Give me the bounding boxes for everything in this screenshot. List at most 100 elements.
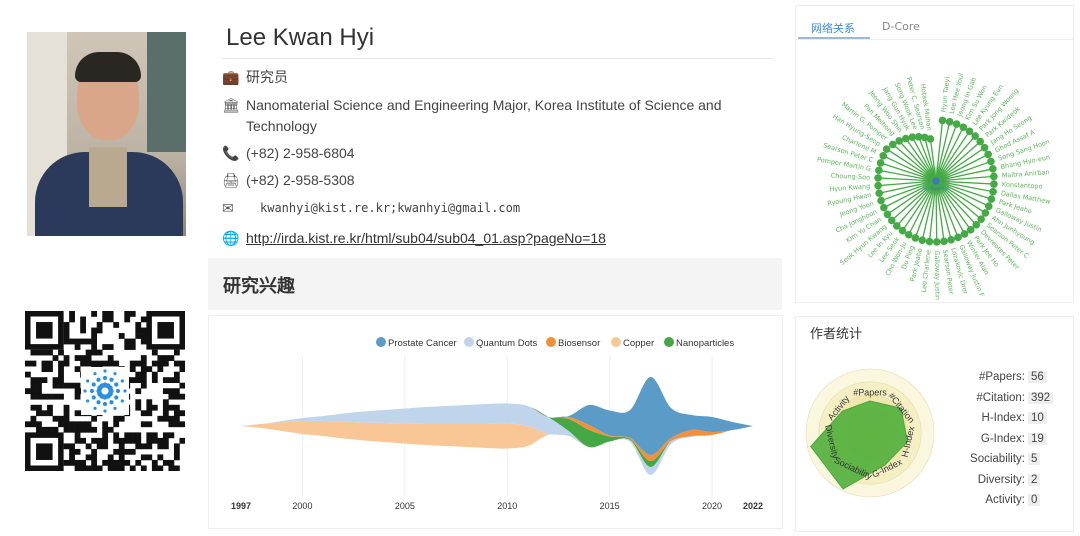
qr-logo-dot bbox=[93, 406, 97, 410]
x-tick-label: 2000 bbox=[292, 501, 312, 511]
qr-module bbox=[102, 426, 109, 433]
qr-module bbox=[25, 421, 31, 428]
qr-module bbox=[173, 454, 180, 461]
coauthor-node bbox=[987, 195, 996, 203]
qr-module bbox=[102, 311, 109, 317]
qr-logo-dot bbox=[103, 409, 107, 413]
qr-module bbox=[80, 360, 86, 367]
coauthor-node bbox=[960, 230, 969, 238]
stat-label: #Citation: bbox=[976, 391, 1025, 404]
qr-logo-dot bbox=[115, 388, 121, 394]
qr-module bbox=[168, 415, 175, 422]
qr-module bbox=[113, 360, 120, 367]
qr-module bbox=[162, 437, 169, 444]
stat-row: Sociability: 5 bbox=[940, 453, 1060, 465]
envelope-icon: ✉ bbox=[222, 200, 234, 216]
qr-module bbox=[91, 437, 98, 444]
qr-module bbox=[74, 344, 81, 350]
qr-module bbox=[30, 349, 37, 356]
qr-module bbox=[140, 338, 147, 345]
qr-module bbox=[118, 448, 125, 455]
qr-module bbox=[157, 443, 164, 450]
coauthor-node bbox=[990, 172, 998, 181]
qr-module bbox=[52, 426, 59, 433]
coauthor-node bbox=[981, 209, 990, 217]
qr-module bbox=[63, 443, 70, 450]
coauthor-node bbox=[971, 132, 979, 140]
qr-module bbox=[74, 421, 81, 428]
qr-module bbox=[74, 465, 81, 471]
qr-module bbox=[140, 360, 147, 367]
coauthor-node bbox=[888, 140, 897, 149]
qr-module bbox=[179, 393, 185, 400]
qr-module bbox=[102, 421, 109, 428]
qr-module bbox=[168, 393, 175, 400]
coauthor-node bbox=[966, 226, 975, 234]
network-edge bbox=[914, 180, 937, 239]
qr-module bbox=[80, 421, 86, 428]
qr-module bbox=[91, 333, 98, 339]
network-edge bbox=[880, 180, 937, 202]
qr-logo-dot bbox=[103, 369, 107, 373]
qr-module bbox=[146, 410, 153, 417]
qr-module bbox=[47, 426, 53, 433]
qr-module bbox=[129, 437, 136, 444]
qr-module bbox=[80, 338, 86, 345]
qr-module bbox=[36, 393, 42, 400]
qr-module bbox=[47, 360, 53, 367]
qr-module bbox=[58, 377, 64, 384]
qr-module bbox=[36, 382, 42, 389]
network-edge bbox=[935, 180, 959, 238]
qr-module bbox=[41, 410, 48, 417]
coauthor-node bbox=[875, 189, 883, 197]
qr-module bbox=[146, 399, 153, 406]
qr-module bbox=[173, 388, 180, 395]
coauthor-node bbox=[984, 202, 993, 211]
qr-module bbox=[96, 360, 103, 367]
qr-module bbox=[173, 393, 180, 400]
qr-module bbox=[173, 415, 180, 422]
qr-module bbox=[162, 399, 169, 406]
qr-module bbox=[58, 360, 64, 367]
qr-module bbox=[36, 377, 42, 384]
stream-prostate-cancer bbox=[241, 376, 753, 455]
qr-module bbox=[179, 382, 185, 389]
network-edge bbox=[878, 169, 937, 182]
qr-module bbox=[146, 443, 153, 450]
qr-module bbox=[173, 349, 180, 356]
qr-module bbox=[96, 437, 103, 444]
tab-network[interactable]: 网络关系 bbox=[811, 22, 855, 35]
qr-module bbox=[85, 360, 92, 367]
qr-module bbox=[63, 404, 70, 411]
legend-label: Copper bbox=[623, 338, 654, 349]
legend-label: Quantum Dots bbox=[476, 338, 537, 349]
coauthor-node bbox=[952, 120, 961, 128]
qr-module bbox=[124, 311, 131, 317]
homepage-link[interactable]: http://irda.kist.re.kr/html/sub04/sub04_… bbox=[246, 230, 606, 246]
qr-module bbox=[30, 388, 37, 395]
coauthor-node bbox=[895, 137, 904, 145]
center-node bbox=[932, 177, 940, 185]
tab-dcore[interactable]: D-Core bbox=[882, 20, 920, 33]
x-tick-label: 2015 bbox=[600, 501, 620, 511]
qr-module bbox=[173, 377, 180, 384]
qr-module bbox=[140, 316, 147, 323]
qr-module bbox=[173, 448, 180, 455]
qr-module bbox=[140, 382, 147, 389]
divider bbox=[222, 58, 772, 59]
network-edge bbox=[896, 180, 937, 227]
network-edge bbox=[887, 180, 937, 215]
qr-module bbox=[80, 437, 86, 444]
qr-module bbox=[157, 355, 164, 361]
qr-module bbox=[74, 382, 81, 389]
phone-text: (+82) 2-958-6804 bbox=[246, 145, 355, 161]
phone-icon: 📞 bbox=[222, 145, 240, 161]
legend-swatch bbox=[546, 337, 556, 347]
qr-module bbox=[25, 388, 31, 395]
qr-logo-dot bbox=[109, 400, 114, 405]
legend-label: Biosensor bbox=[558, 338, 600, 349]
qr-module bbox=[52, 393, 59, 400]
qr-module bbox=[41, 393, 48, 400]
x-tick-label: 2022 bbox=[743, 501, 763, 511]
